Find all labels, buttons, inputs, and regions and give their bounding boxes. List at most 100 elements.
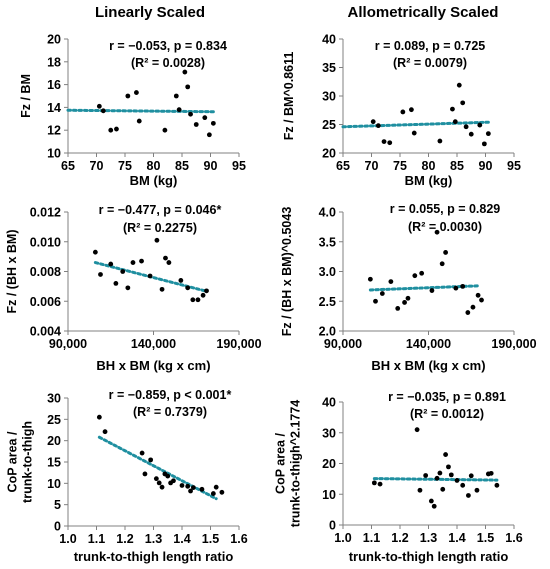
data-point — [477, 122, 483, 128]
data-point — [481, 141, 487, 147]
data-point — [466, 493, 471, 498]
data-point — [437, 138, 443, 144]
y-tick-label: 0.008 — [30, 265, 61, 279]
data-point — [448, 472, 454, 478]
data-point — [460, 100, 466, 106]
data-point — [377, 481, 383, 487]
x-tick-label: 65 — [61, 159, 75, 173]
data-point — [199, 486, 205, 492]
data-point — [108, 127, 114, 133]
data-point — [485, 131, 491, 137]
x-tick-label: 90,000 — [49, 337, 87, 351]
data-point — [488, 470, 494, 476]
y-tick-label: 30 — [322, 426, 336, 440]
data-point — [434, 475, 440, 481]
data-point — [434, 229, 440, 235]
chart-fz-bhbm-linear: 0.004 0.006 0.008 0.010 0.012 90,000 140,000 19… — [5, 203, 262, 373]
y-tick-label: 0.006 — [30, 295, 61, 309]
data-point — [479, 297, 484, 303]
y-axis-label: CoP area / — [274, 433, 288, 494]
y-tick-label: 10 — [47, 477, 61, 491]
data-point — [452, 119, 458, 125]
y-tick-label: 30 — [47, 392, 61, 406]
x-axis-label: BM (kg) — [130, 173, 178, 188]
y-tick-label: 14 — [47, 101, 61, 115]
y-tick-label: 15 — [47, 456, 61, 470]
y-tick-label: 35 — [322, 61, 336, 75]
x-tick-label: 1.0 — [59, 532, 76, 546]
x-axis-label: trunk-to-thigh length ratio — [74, 549, 234, 564]
data-point — [193, 122, 199, 127]
stat-annotation: r = −0.859, p < 0.001* — [109, 388, 232, 402]
data-point — [154, 237, 160, 243]
data-point — [402, 300, 407, 305]
data-point — [474, 487, 480, 493]
data-point — [419, 270, 425, 276]
data-point — [202, 115, 208, 121]
x-tick-label: 65 — [336, 159, 350, 173]
data-point — [191, 485, 196, 490]
data-point — [102, 429, 108, 435]
data-point — [460, 482, 466, 488]
stat-annotation: r = −0.035, p = 0.891 — [388, 390, 506, 404]
data-point — [210, 120, 216, 126]
stat-annotation: (R² = 0.0012) — [410, 407, 484, 421]
stat-annotation: (R² = 0.7379) — [133, 405, 207, 419]
data-point — [395, 305, 401, 311]
stat-annotation: (R² = 0.0030) — [408, 220, 482, 234]
data-point — [98, 272, 103, 277]
x-tick-label: 140,000 — [131, 337, 176, 351]
x-tick-label: 85 — [450, 159, 464, 173]
data-point — [166, 260, 172, 265]
data-point — [204, 288, 209, 294]
data-point — [465, 310, 471, 315]
data-point — [190, 297, 196, 303]
right-column-title: Allometrically Scaled — [347, 4, 499, 21]
data-point — [446, 464, 451, 470]
data-point — [468, 473, 474, 479]
data-point — [163, 255, 168, 261]
y-tick-label: 18 — [47, 55, 61, 69]
x-tick-label: 80 — [147, 159, 161, 173]
x-tick-label: 1.0 — [334, 531, 351, 545]
data-point — [400, 109, 406, 115]
data-point — [108, 261, 114, 267]
y-tick-label: 0.004 — [30, 325, 61, 339]
y-tick-label: 25 — [322, 118, 336, 132]
x-tick-label: 1.2 — [116, 532, 133, 546]
data-point — [405, 295, 411, 301]
x-axis-label: trunk-to-thigh length ratio — [349, 549, 509, 564]
data-point — [373, 298, 378, 304]
data-point — [185, 483, 191, 489]
data-point — [96, 103, 102, 109]
chart-fz-bhbm-allometric: 2.0 2.5 3.0 3.5 4.0 90,000 140,000 190,000 BH x … — [280, 202, 537, 373]
chart-fz-bm-allometric: 20 25 30 35 40 65 70 75 80 85 90 95 BM (kg) Fz / BM^0… — [282, 33, 521, 189]
y-tick-label: 30 — [322, 90, 336, 104]
y-axis-label: Fz / BM — [19, 74, 33, 118]
x-tick-label: 1.6 — [505, 531, 522, 545]
data-point — [153, 476, 159, 482]
data-point — [179, 483, 185, 488]
data-point — [173, 93, 179, 99]
x-tick-label: 90 — [479, 159, 493, 173]
data-point — [148, 457, 154, 463]
data-point — [437, 470, 443, 476]
stat-annotation: r = −0.477, p = 0.046* — [99, 203, 222, 217]
x-tick-label: 75 — [118, 159, 132, 173]
x-tick-label: 1.2 — [391, 531, 408, 545]
y-axis-label: trunk-to-thigh^2.1774 — [289, 400, 303, 527]
x-tick-label: 85 — [175, 159, 189, 173]
data-point — [429, 288, 435, 293]
data-point — [165, 473, 171, 479]
data-point — [130, 260, 136, 265]
stat-annotation: (R² = 0.0079) — [393, 56, 467, 70]
data-point — [139, 450, 145, 456]
data-point — [440, 486, 446, 492]
y-tick-label: 3.5 — [319, 235, 336, 249]
y-tick-label: 40 — [322, 33, 336, 47]
data-point — [171, 478, 176, 484]
y-tick-label: 20 — [322, 457, 336, 471]
stat-annotation: (R² = 0.2275) — [123, 221, 197, 235]
x-axis-label: BM (kg) — [405, 173, 453, 188]
stat-annotation: r = 0.089, p = 0.725 — [375, 39, 486, 53]
